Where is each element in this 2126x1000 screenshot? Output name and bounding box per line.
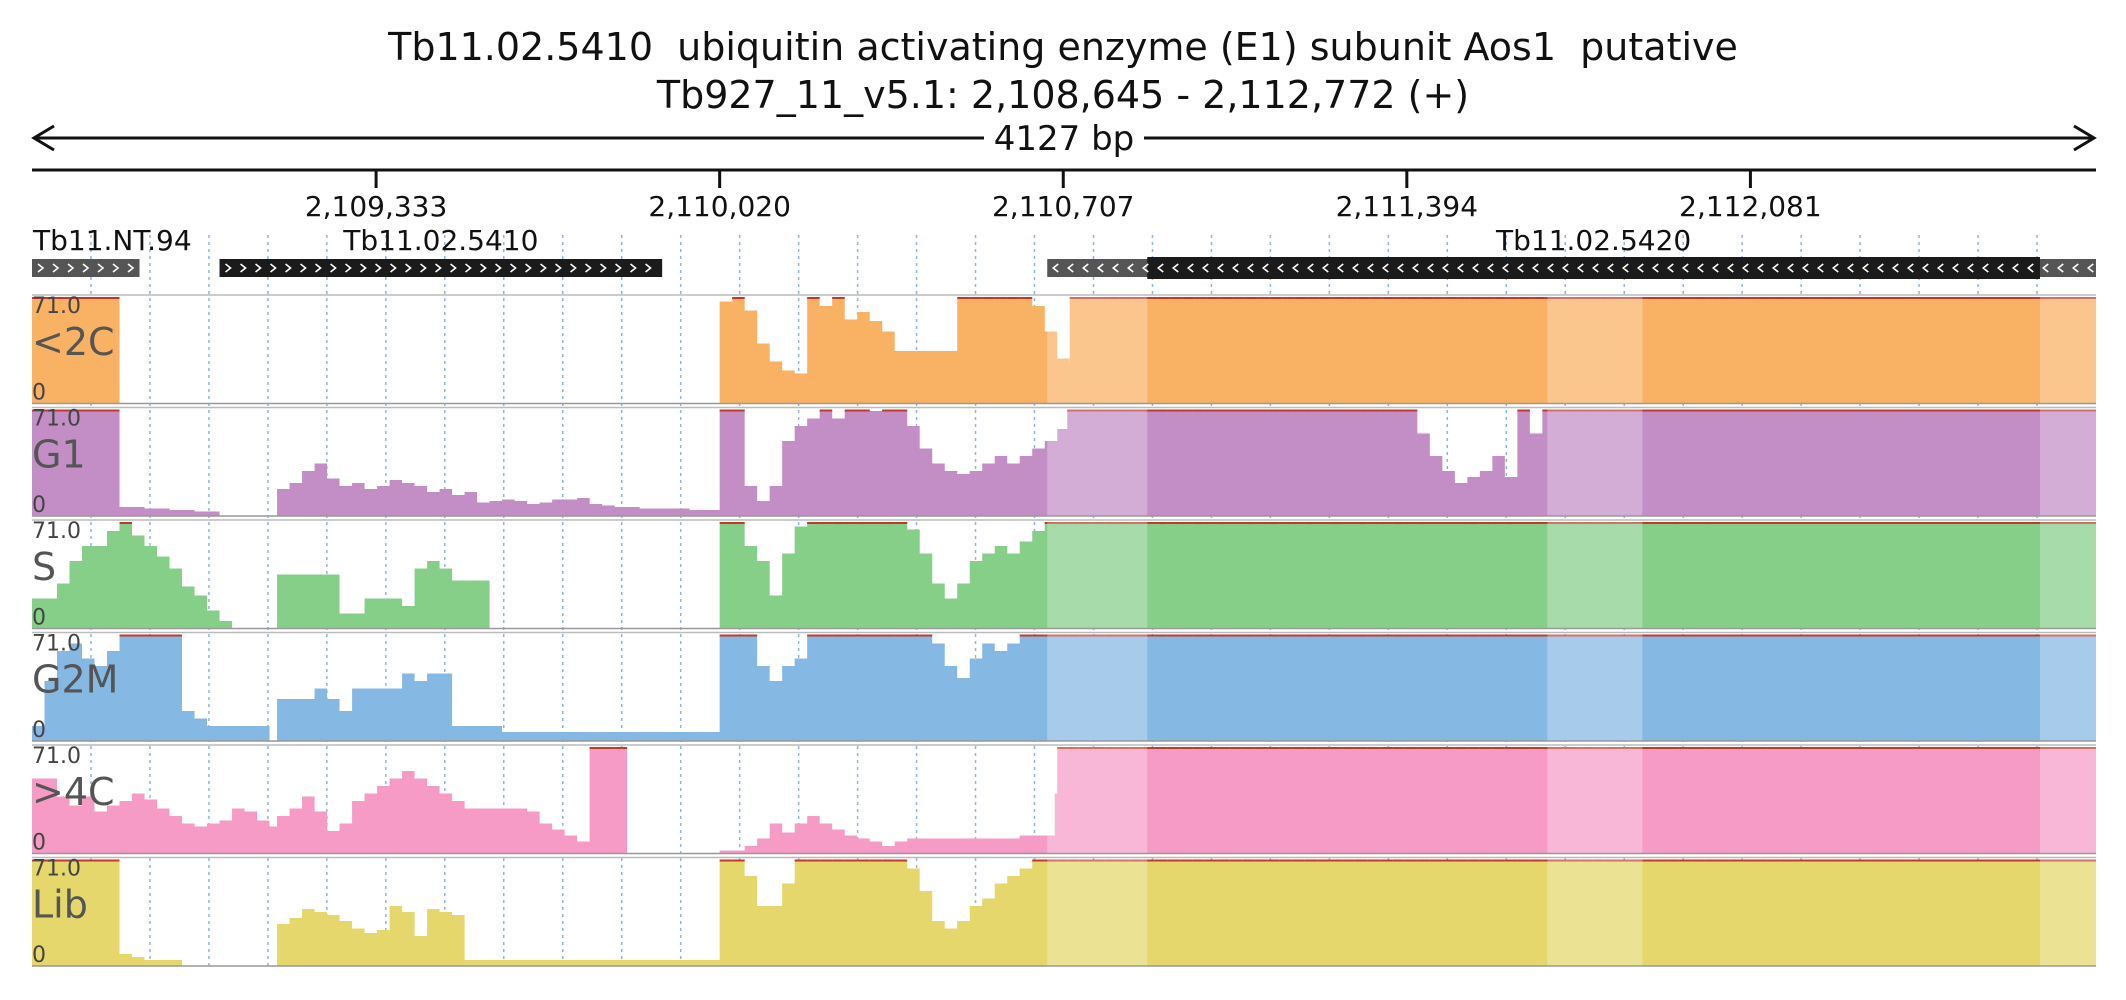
y-max-label: 71.0 [32,632,81,657]
highlight-band [1547,747,1643,854]
track-name: <2C [32,320,115,364]
highlight-band [2039,522,2096,629]
coverage-area [1054,747,2096,854]
track-name: G2M [32,658,118,702]
coverage-area [1054,859,2096,966]
highlight-band [1047,297,1148,404]
coverage-area [1054,409,2096,516]
chart-title: Tb11.02.5410 ubiquitin activating enzyme… [388,25,1738,69]
highlight-band [1547,297,1643,404]
coverage-area [32,859,183,966]
ruler-tick-label: 2,109,333 [305,190,448,223]
highlight-band [1547,409,1643,516]
y-min-label: 0 [32,381,46,406]
coverage-area [277,906,765,966]
coverage-area [1054,634,2096,741]
y-max-label: 71.0 [32,294,81,319]
coverage-area [719,859,1295,966]
highlight-band [2039,859,2096,966]
ruler-tick-label: 2,110,020 [648,190,791,223]
coverage-area [277,561,490,629]
track-name: Lib [32,883,88,927]
coverage-area [1759,297,2096,404]
y-min-label: 0 [32,606,46,631]
strand-arrow-icon [37,263,135,273]
track-name: >4C [32,770,115,814]
highlight-band [1047,859,1148,966]
arrowhead-left-icon [31,124,55,152]
highlight-band [1547,522,1643,629]
highlight-band [2039,409,2096,516]
arrowhead-right-icon [2073,124,2097,152]
coverage-area [32,634,270,741]
highlight-band [1547,634,1643,741]
coverage-area [277,463,815,516]
highlight-band [1047,747,1148,854]
highlight-band [2039,634,2096,741]
gene-label: Tb11.02.5420 [1495,224,1691,257]
y-max-label: 71.0 [32,857,81,882]
y-max-label: 71.0 [32,407,81,432]
highlight-band [2039,747,2096,854]
gene-bar [32,259,140,277]
y-max-label: 71.0 [32,744,81,769]
y-min-label: 0 [32,718,46,743]
y-min-label: 0 [32,493,46,518]
strand-arrow-icon [225,263,652,273]
coverage-area [719,297,1170,404]
highlight-band [1047,409,1148,516]
track-name: G1 [32,433,86,477]
coverage-area [277,747,628,854]
y-min-label: 0 [32,831,46,856]
highlight-band [1047,634,1148,741]
highlight-band [1547,859,1643,966]
gene-label: Tb11.02.5410 [342,224,538,257]
chart-subtitle: Tb927_11_v5.1: 2,108,645 - 2,112,772 (+) [656,73,1470,117]
ruler-tick-label: 2,111,394 [1336,190,1479,223]
coverage-area [32,409,220,516]
coverage-area [719,747,1108,854]
ruler-tick-label: 2,110,707 [992,190,1135,223]
ruler-tick-label: 2,112,081 [1679,190,1822,223]
highlight-band [2039,297,2096,404]
highlight-band [1047,522,1148,629]
y-min-label: 0 [32,943,46,968]
coverage-area [1054,522,2096,629]
track-name: S [32,545,56,589]
length-label: 4127 bp [994,119,1135,159]
coverage-area [277,673,803,741]
coverage-area [1069,297,1295,404]
y-max-label: 71.0 [32,519,81,544]
gene-label: Tb11.NT.94 [32,224,192,257]
coverage-area [32,522,233,629]
strand-arrow-icon [1051,263,2094,273]
coverage-area [32,297,120,404]
coverage-area [32,778,358,854]
